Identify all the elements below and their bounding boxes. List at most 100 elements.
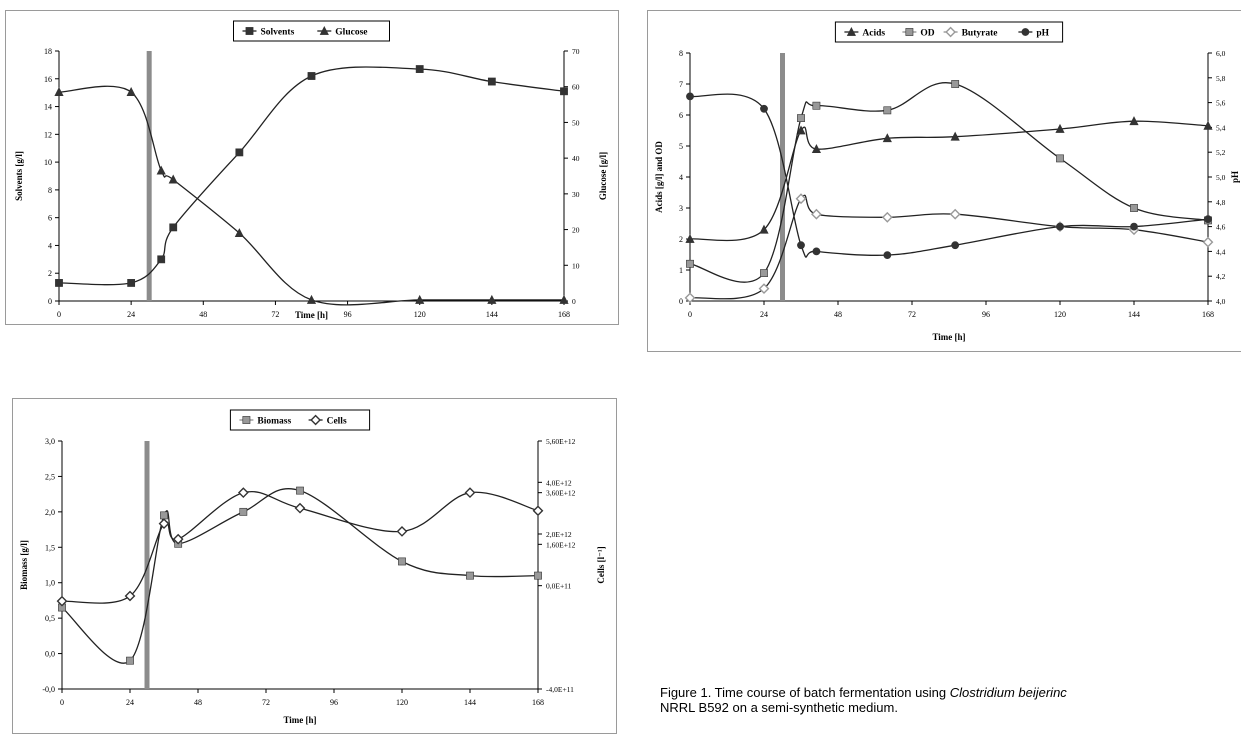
- data-point: [160, 511, 168, 520]
- x-tick-label: 72: [908, 310, 916, 319]
- data-point: [464, 487, 476, 499]
- legend-box: [233, 20, 390, 42]
- legend: Solvents Glucose: [233, 20, 390, 42]
- x-tick-label: 0: [57, 310, 61, 319]
- data-point: [169, 223, 178, 232]
- data-point: [951, 241, 960, 250]
- data-point: [487, 294, 497, 304]
- series-line: [58, 66, 565, 286]
- y-right-tick-label: 4,6: [1216, 223, 1226, 232]
- x-tick-label: 120: [414, 310, 426, 319]
- y-left-tick-label: 4: [679, 173, 683, 182]
- phase-shift-line: [780, 53, 785, 301]
- data-point: [237, 487, 249, 499]
- y-right-tick-label: 6,0: [1216, 49, 1226, 58]
- caption-prefix: Figure 1. Time course of batch fermentat…: [660, 685, 950, 700]
- y-left-tick-label: 12: [44, 130, 52, 139]
- x-tick-label: 48: [194, 698, 202, 707]
- x-tick-label: 48: [834, 310, 842, 319]
- legend-symbol-marker: [310, 414, 321, 426]
- x-tick-label: 144: [486, 310, 498, 319]
- axes-group: 0 24 48 72 96 120 144 1680246810121416180102030…: [44, 47, 580, 319]
- y-right-tick-label: 3,60E+12: [546, 489, 576, 498]
- data-point: [1204, 215, 1212, 224]
- x-tick-label: 144: [464, 698, 476, 707]
- y-right-axis-label: Glucose [g/l]: [598, 152, 608, 200]
- y-left-tick-label: 2: [679, 235, 683, 244]
- data-point: [235, 148, 244, 157]
- data-point: [415, 294, 425, 304]
- data-point: [882, 133, 892, 143]
- data-point: [1202, 236, 1214, 248]
- y-right-tick-label: 30: [572, 190, 580, 199]
- data-point: [811, 208, 822, 220]
- series-acids: [685, 116, 1213, 243]
- y-left-tick-label: 10: [44, 158, 52, 167]
- data-point: [126, 87, 136, 96]
- legend-symbol-marker: [945, 26, 956, 38]
- data-point: [532, 505, 544, 517]
- data-point: [812, 101, 821, 110]
- legend-label: Solvents: [261, 28, 295, 38]
- legend-box: [229, 409, 371, 431]
- data-point: [306, 294, 317, 304]
- y-left-tick-label: 0: [48, 297, 52, 306]
- y-left-axis-label: Biomass [g/l]: [19, 540, 29, 590]
- x-tick-label: 96: [982, 310, 990, 319]
- y-left-tick-label: 14: [44, 103, 52, 112]
- chart-svg-1: 0 24 48 72 96 120 144 1680246810121416180102030…: [14, 20, 608, 320]
- series-biomass: [58, 486, 542, 665]
- data-point: [1129, 116, 1139, 126]
- chart-acids-od-butyrate-ph: 0 24 48 72 96 120 144 168 0 1 2 3 4 5 6 7 8 4,0 4,2 4,4 4,6 4…: [647, 10, 1241, 352]
- data-point: [127, 279, 136, 287]
- y-right-tick-label: 50: [572, 118, 580, 127]
- y-left-tick-label: 2: [48, 269, 52, 278]
- caption-species: Clostridium beijerinc: [949, 685, 1067, 700]
- data-point: [795, 193, 807, 205]
- data-point: [797, 241, 805, 250]
- y-right-tick-label: 70: [572, 47, 580, 56]
- data-point: [812, 247, 821, 256]
- data-point: [759, 224, 769, 234]
- legend-symbol-marker: [242, 416, 251, 424]
- chart-biomass-cells: 0 24 48 72 96 120 144 168 -0,0 0,0 0,5 1,0 1,5 2,0 2,5…: [12, 398, 617, 734]
- y-right-tick-label: 0: [572, 297, 576, 306]
- series-solvents: [55, 65, 568, 287]
- y-left-tick-label: 7: [679, 80, 683, 89]
- data-point: [55, 279, 63, 287]
- y-right-tick-label: 1,60E+12: [546, 540, 576, 549]
- data-point: [684, 292, 696, 304]
- x-tick-label: 144: [1128, 310, 1140, 319]
- y-left-tick-label: 8: [48, 186, 52, 195]
- x-tick-label: 24: [760, 310, 768, 319]
- x-axis-label: Time [h]: [295, 310, 328, 320]
- data-point: [811, 144, 822, 153]
- chart-svg-3: 0 24 48 72 96 120 144 168 -0,0 0,0 0,5 1,0 1,5 2,0 2,5…: [19, 409, 606, 725]
- data-point: [760, 269, 768, 277]
- data-point: [239, 507, 248, 516]
- data-point: [1130, 222, 1138, 231]
- data-point: [126, 656, 134, 665]
- y-left-tick-label: 4: [48, 241, 52, 250]
- phase-shift-line: [144, 441, 150, 689]
- data-point: [396, 526, 408, 537]
- data-point: [534, 571, 542, 580]
- y-right-tick-label: 4,2: [1216, 272, 1226, 281]
- x-tick-label: 72: [262, 698, 270, 707]
- y-left-tick-label: 0,5: [45, 614, 55, 623]
- data-point: [685, 233, 695, 243]
- data-point: [296, 486, 304, 495]
- y-left-tick-label: 2,5: [45, 472, 55, 481]
- y-right-tick-label: 5,60E+12: [546, 437, 576, 446]
- y-left-tick-label: 0: [679, 297, 683, 306]
- chart-svg-2: 0 24 48 72 96 120 144 168 0 1 2 3 4 5 6 7 8 4,0 4,2 4,4 4,6 4…: [654, 21, 1240, 342]
- y-left-tick-label: 2,0: [45, 508, 55, 517]
- y-right-tick-label: 5,6: [1216, 99, 1226, 108]
- data-point: [294, 502, 306, 514]
- legend-symbol-marker: [319, 25, 329, 35]
- legend-symbol-marker: [905, 28, 914, 36]
- data-point: [307, 72, 316, 80]
- x-tick-label: 72: [271, 310, 279, 319]
- y-right-tick-label: 40: [572, 154, 580, 163]
- data-point: [1056, 222, 1064, 231]
